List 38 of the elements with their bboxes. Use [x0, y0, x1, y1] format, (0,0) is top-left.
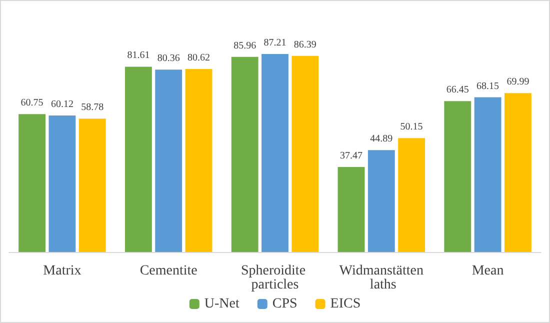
bar [48, 116, 76, 252]
data-label: 85.96 [234, 40, 256, 52]
data-label: 60.75 [20, 98, 44, 109]
x-tick-label: Matrix [43, 264, 82, 278]
data-label: 50.15 [400, 122, 423, 133]
data-label: 69.99 [506, 76, 530, 88]
bar [474, 97, 502, 252]
data-label: 66.45 [446, 84, 469, 96]
x-tick-label: Mean [472, 264, 504, 278]
data-label: 87.21 [264, 38, 286, 49]
x-tick-label: Spheroidite particles [240, 264, 310, 292]
bar [368, 150, 395, 252]
legend-label: U-Net [204, 296, 240, 312]
bar [78, 118, 106, 252]
bar [504, 93, 532, 252]
bar [398, 138, 426, 252]
x-tick-label: Cementite [140, 264, 198, 278]
legend-label: EICS [330, 296, 361, 312]
data-label: 58.78 [81, 102, 104, 114]
data-label: 80.36 [157, 53, 180, 64]
bar [231, 56, 258, 252]
data-label: 60.12 [50, 99, 74, 110]
data-label: 81.61 [127, 50, 150, 62]
bar [292, 56, 319, 252]
data-label: 37.47 [340, 150, 362, 162]
bar [444, 101, 472, 252]
bar [338, 166, 365, 252]
bar [155, 70, 182, 252]
data-label: 80.62 [188, 52, 210, 64]
data-label: 44.89 [370, 134, 393, 145]
bar [262, 54, 288, 252]
data-label: 86.39 [294, 39, 316, 50]
bar [124, 66, 152, 252]
x-tick-label: Widmanstätten laths [339, 264, 424, 292]
bar [18, 114, 46, 252]
legend-label: CPS [272, 296, 298, 312]
bar [185, 68, 212, 252]
data-label: 68.15 [476, 80, 500, 92]
